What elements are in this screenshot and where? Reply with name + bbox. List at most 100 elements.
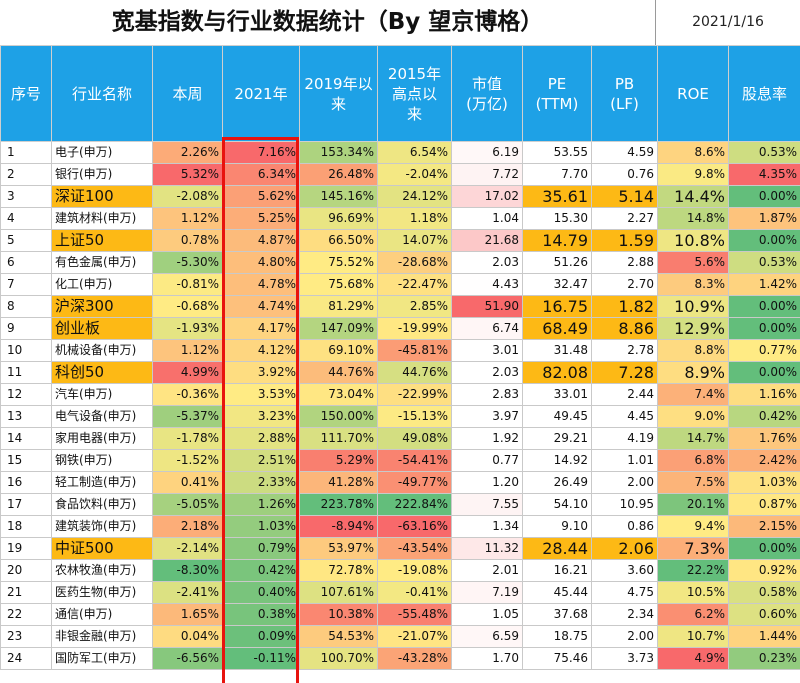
row-seq: 1: [0, 141, 52, 164]
cell-market-cap: 6.74: [451, 317, 523, 340]
table-row: 10 机械设备(申万) 1.12% 4.12% 69.10% -45.81% 3.01 31.…: [0, 339, 800, 362]
cell-pb: 4.45: [591, 405, 658, 428]
table-row: 1 电子(申万) 2.26% 7.16% 153.34% 6.54% 6.19 53.55 4.…: [0, 141, 800, 164]
table-row: 17 食品饮料(申万) -5.05% 1.26% 223.78% 222.84% 7.55 5…: [0, 493, 800, 516]
row-name: 建筑材料(申万): [51, 207, 153, 230]
header-since-2015: 2015年 高点以 来: [377, 45, 452, 142]
row-name: 非银金融(申万): [51, 625, 153, 648]
cell-roe: 12.9%: [657, 317, 729, 340]
cell-y2021: 0.42%: [222, 559, 300, 582]
cell-y2021: -0.11%: [222, 647, 300, 670]
cell-pb: 4.19: [591, 427, 658, 450]
cell-week: -0.81%: [152, 273, 223, 296]
cell-market-cap: 7.72: [451, 163, 523, 186]
cell-y2021: 4.17%: [222, 317, 300, 340]
cell-roe: 9.0%: [657, 405, 729, 428]
cell-pb: 0.86: [591, 515, 658, 538]
row-name: 电气设备(申万): [51, 405, 153, 428]
cell-y2021: 3.23%: [222, 405, 300, 428]
cell-pb: 2.00: [591, 625, 658, 648]
cell-y2021: 3.53%: [222, 383, 300, 406]
cell-y2021: 6.34%: [222, 163, 300, 186]
row-name: 钢铁(申万): [51, 449, 153, 472]
cell-roe: 8.8%: [657, 339, 729, 362]
row-seq: 8: [0, 295, 52, 318]
cell-market-cap: 2.03: [451, 361, 523, 384]
cell-since-2019: 54.53%: [299, 625, 378, 648]
cell-since-2015: -63.16%: [377, 515, 452, 538]
table-row: 6 有色金属(申万) -5.30% 4.80% 75.52% -28.68% 2.03 51.…: [0, 251, 800, 274]
row-name: 中证500: [51, 537, 153, 560]
cell-dividend-yield: 0.87%: [728, 493, 800, 516]
cell-since-2015: -49.77%: [377, 471, 452, 494]
cell-dividend-yield: 4.35%: [728, 163, 800, 186]
row-name: 农林牧渔(申万): [51, 559, 153, 582]
table-row: 23 非银金融(申万) 0.04% 0.09% 54.53% -21.07% 6.59 18.…: [0, 625, 800, 648]
row-seq: 7: [0, 273, 52, 296]
cell-y2021: 0.40%: [222, 581, 300, 604]
row-seq: 19: [0, 537, 52, 560]
cell-since-2015: 1.18%: [377, 207, 452, 230]
cell-since-2019: 111.70%: [299, 427, 378, 450]
cell-roe: 8.6%: [657, 141, 729, 164]
cell-since-2015: -55.48%: [377, 603, 452, 626]
header-dividend-yield: 股息率: [728, 45, 800, 142]
cell-since-2019: 223.78%: [299, 493, 378, 516]
cell-dividend-yield: 0.42%: [728, 405, 800, 428]
cell-since-2019: 10.38%: [299, 603, 378, 626]
cell-pb: 2.34: [591, 603, 658, 626]
row-seq: 24: [0, 647, 52, 670]
cell-since-2019: 44.76%: [299, 361, 378, 384]
cell-since-2015: 2.85%: [377, 295, 452, 318]
cell-y2021: 4.87%: [222, 229, 300, 252]
cell-pb: 3.60: [591, 559, 658, 582]
table-row: 21 医药生物(申万) -2.41% 0.40% 107.61% -0.41% 7.19 45…: [0, 581, 800, 604]
cell-since-2015: -22.99%: [377, 383, 452, 406]
row-name: 国防军工(申万): [51, 647, 153, 670]
row-seq: 16: [0, 471, 52, 494]
cell-roe: 5.6%: [657, 251, 729, 274]
cell-market-cap: 2.01: [451, 559, 523, 582]
cell-roe: 9.8%: [657, 163, 729, 186]
row-seq: 2: [0, 163, 52, 186]
cell-pb: 1.82: [591, 295, 658, 318]
cell-pe: 16.21: [522, 559, 592, 582]
cell-pb: 2.00: [591, 471, 658, 494]
cell-dividend-yield: 0.00%: [728, 361, 800, 384]
row-name: 机械设备(申万): [51, 339, 153, 362]
cell-pe: 68.49: [522, 317, 592, 340]
cell-roe: 7.3%: [657, 537, 729, 560]
cell-roe: 20.1%: [657, 493, 729, 516]
cell-roe: 10.7%: [657, 625, 729, 648]
sheet-title: 宽基指数与行业数据统计（By 望京博格）: [111, 9, 544, 35]
cell-pe: 54.10: [522, 493, 592, 516]
cell-pe: 53.55: [522, 141, 592, 164]
cell-dividend-yield: 0.00%: [728, 317, 800, 340]
cell-week: 1.65%: [152, 603, 223, 626]
header-roe: ROE: [657, 45, 729, 142]
cell-market-cap: 1.05: [451, 603, 523, 626]
cell-pe: 7.70: [522, 163, 592, 186]
cell-week: -1.52%: [152, 449, 223, 472]
row-seq: 14: [0, 427, 52, 450]
row-seq: 18: [0, 515, 52, 538]
table-row: 8 沪深300 -0.68% 4.74% 81.29% 2.85% 51.90 16.75 1.…: [0, 295, 800, 318]
cell-dividend-yield: 1.76%: [728, 427, 800, 450]
cell-pb: 2.06: [591, 537, 658, 560]
cell-pe: 37.68: [522, 603, 592, 626]
cell-pe: 82.08: [522, 361, 592, 384]
cell-since-2019: 69.10%: [299, 339, 378, 362]
table-row: 13 电气设备(申万) -5.37% 3.23% 150.00% -15.13% 3.97 4…: [0, 405, 800, 428]
header-y2021: 2021年: [222, 45, 300, 142]
table-row: 4 建筑材料(申万) 1.12% 5.25% 96.69% 1.18% 1.04 15.30 2…: [0, 207, 800, 230]
cell-dividend-yield: 0.00%: [728, 229, 800, 252]
cell-pe: 75.46: [522, 647, 592, 670]
cell-market-cap: 1.20: [451, 471, 523, 494]
cell-roe: 4.9%: [657, 647, 729, 670]
cell-dividend-yield: 0.92%: [728, 559, 800, 582]
cell-dividend-yield: 1.42%: [728, 273, 800, 296]
cell-week: -1.93%: [152, 317, 223, 340]
cell-market-cap: 2.03: [451, 251, 523, 274]
cell-roe: 7.5%: [657, 471, 729, 494]
cell-market-cap: 1.04: [451, 207, 523, 230]
